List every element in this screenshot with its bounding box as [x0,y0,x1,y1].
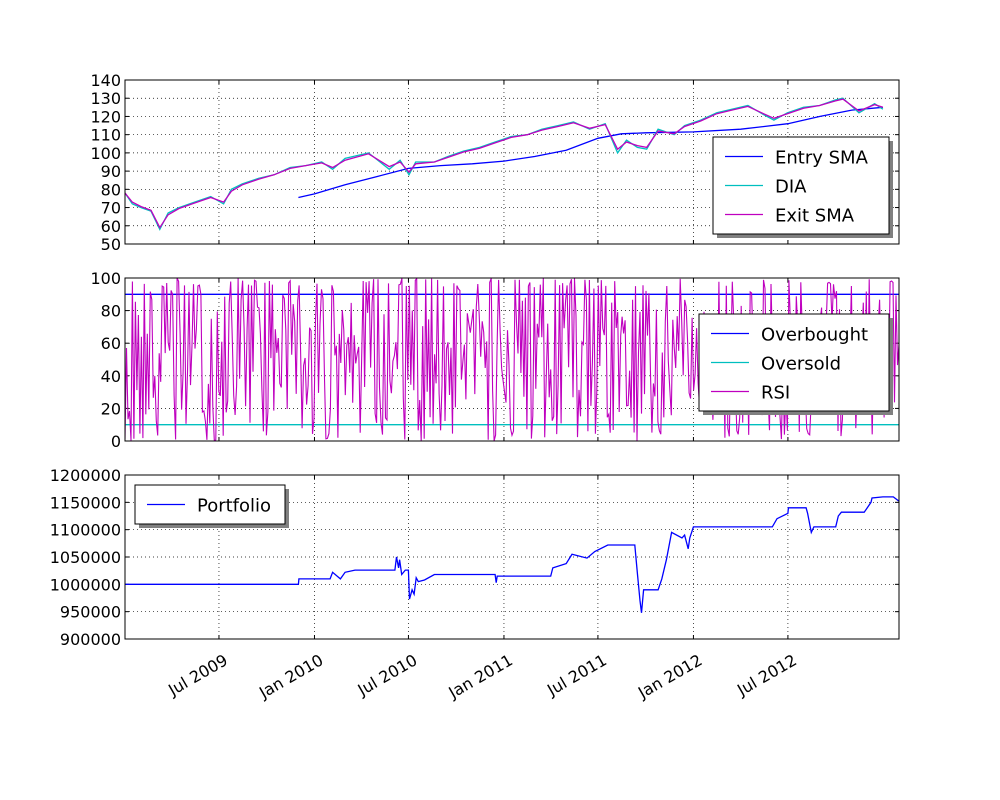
portfolio-panel: 900000 950000 1000000 1050000 1100000 1150000… [50,466,900,649]
legend-label: Portfolio [197,496,271,517]
series-group [125,97,884,231]
y-tick-label: 60 [101,334,121,353]
legend-label: Exit SMA [775,206,855,227]
rsi-panel: 0 20 40 60 80 100 Overbought Oversold RSI [90,269,900,451]
y-tick-label: 100 [90,144,121,163]
x-tick-label: Jan 2010 [255,650,326,702]
y-tick-label: 950000 [60,603,121,622]
y-tick-label: 60 [101,217,121,236]
date-axis: Jul 2009 Jan 2010 Jul 2010 Jan 2011 Jul 2011… [164,650,800,702]
y-tick-label: 130 [90,89,121,108]
series-line-entry-sma [298,106,883,199]
y-tick-label: 90 [101,162,121,181]
x-tick-label: Jul 2011 [543,650,610,700]
y-tick-label: 20 [101,399,121,418]
axes-frame [124,79,900,245]
y-tick-label: 140 [90,71,121,90]
y-tick-label: 100 [90,269,121,288]
y-tick-label: 120 [90,107,121,126]
legend: Portfolio [134,484,289,528]
y-tick-label: 1150000 [50,493,121,512]
y-tick-label: 0 [111,432,121,451]
x-tick-label: Jul 2010 [354,650,421,700]
axes-frame [124,474,900,640]
axes-frame [124,277,900,442]
legend-label: Entry SMA [775,148,869,169]
y-tick-label: 70 [101,199,121,218]
legend-label: Oversold [761,354,841,375]
legend-label: DIA [775,177,807,198]
y-tick-label: 50 [101,235,121,254]
legend: Overbought Oversold RSI [698,313,893,415]
legend-label: RSI [761,383,790,404]
y-tick-label: 80 [101,180,121,199]
series-line-portfolio [125,496,899,613]
y-tick-label: 1100000 [50,521,121,540]
y-tick-label: 1000000 [50,575,121,594]
series-line-exit-sma [125,98,884,229]
y-tick-label: 80 [101,302,121,321]
x-tick-label: Jan 2011 [445,650,516,702]
y-tick-label: 110 [90,126,121,145]
y-tick-label: 40 [101,367,121,386]
y-tick-label: 900000 [60,630,121,649]
x-tick-label: Jan 2012 [634,650,705,702]
y-tick-label: 1050000 [50,548,121,567]
legend-label: Overbought [761,325,868,346]
x-tick-label: Jul 2012 [733,650,800,700]
series-group [125,496,899,613]
y-tick-label: 1200000 [50,466,121,485]
legend: Entry SMA DIA Exit SMA [712,136,893,238]
x-tick-label: Jul 2009 [164,650,231,700]
